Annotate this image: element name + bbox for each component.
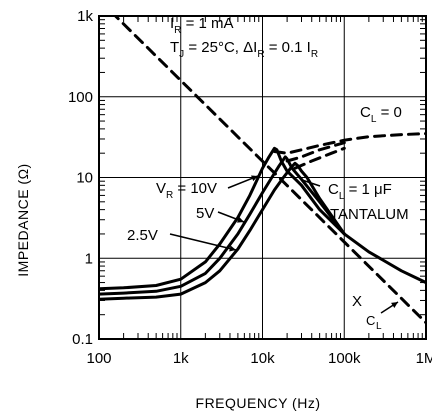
y-tick-label: 1k [77,8,93,25]
v5-label: 5V [196,205,214,222]
xc-sub2-label: L [376,321,382,332]
x-tick-label: 1k [173,350,189,367]
cl-1uf-label: CL = 1 μF [328,181,392,202]
plot-border [98,15,427,340]
xc-sub-label: C [366,313,375,328]
v25-pointer [169,233,237,251]
x-tick-label: 10k [250,350,275,367]
conditions-line-1: IR = 1 mA [170,15,234,36]
v5-pointer-head [237,216,244,223]
series-line-6 [293,146,346,170]
y-tick-label: 10 [76,170,93,187]
annotation-pointers [169,175,399,314]
xc-label: X [352,293,362,310]
series-line-7 [113,16,426,325]
y-tick-label: 0.1 [72,331,93,348]
series-line-2 [99,155,346,296]
series-line-3 [99,161,346,301]
plot-frame [98,15,427,340]
x-tick-label: 100 [86,350,111,367]
xc-pointer-head [391,302,398,308]
y-tick-label: 100 [68,89,93,106]
vr-10v-pointer-head [251,175,258,182]
y-tick-label: 1 [85,250,93,267]
y-axis-label: IMPEDANCE (Ω) [15,163,31,276]
v25-label: 2.5V [127,227,158,244]
cl-zero-label: CL = 0 [360,104,402,125]
tantalum-label: TANTALUM [330,206,409,223]
v25-pointer-head [229,245,236,252]
series-line-5 [285,141,346,163]
conditions-line-2: TJ = 25°C, ΔIR = 0.1 IR [170,39,318,60]
x-tick-label: 100k [328,350,361,367]
cl-1uf-pointer [301,179,321,187]
vr-10v-label: VR = 10V [156,180,217,201]
x-axis-label: FREQUENCY (Hz) [196,395,321,411]
series-line-4 [272,132,426,155]
series-layer [99,16,426,325]
ticks: 100 1k 10k 100k 1M 0.1 1 10 100 1k [68,8,432,367]
x-tick-label: 1M [416,350,432,367]
